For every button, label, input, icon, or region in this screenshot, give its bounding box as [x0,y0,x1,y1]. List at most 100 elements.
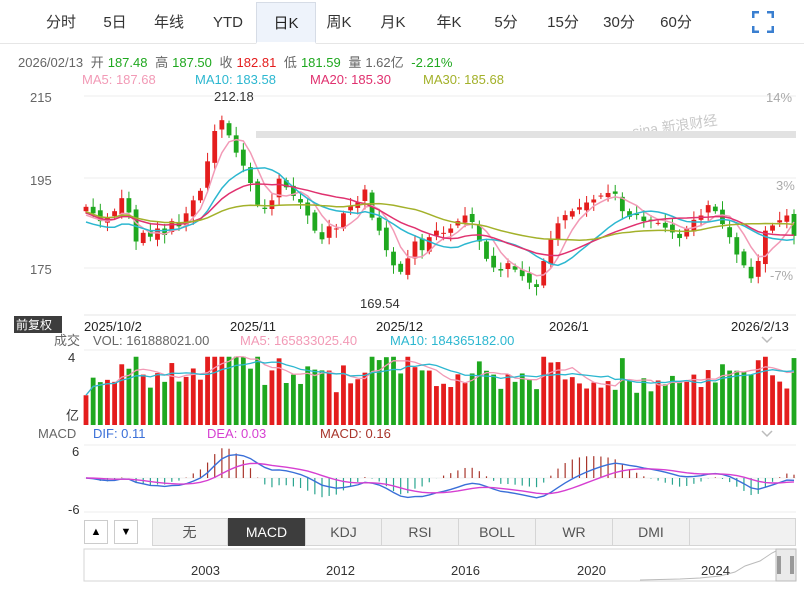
volume-bar [133,356,139,425]
indicator-3[interactable]: RSI [382,518,459,546]
ma5-legend: MA5: 187.68 [82,72,156,87]
volume-bar [97,382,103,425]
tab-10[interactable]: 30分 [603,14,635,31]
candle [526,273,532,283]
change-value: -2.21% [411,55,453,70]
volume-bar [126,368,132,425]
candle [534,284,539,287]
overview-label-2003: 2003 [191,563,220,578]
close-label: 收 [219,55,233,70]
volume-ma5-line [85,356,795,396]
candle [269,200,275,209]
candle [140,232,146,244]
candle [133,209,139,242]
volume-bar [548,362,554,425]
candle [355,202,361,208]
volume-bar [162,381,168,425]
ma-lines-group [85,138,795,277]
volume-bar [677,380,682,425]
macd-value: MACD: 0.16 [320,426,391,441]
overview-selection[interactable] [775,548,797,582]
candle [455,221,461,226]
overview-handle-right[interactable] [790,556,794,574]
candle [362,189,368,201]
tab-2[interactable]: 年线 [153,14,184,31]
period-tabs: 分时 5日 年线 YTD 日K 周K 月K 年K 5分 15分 30分 60分 [0,0,804,44]
candle [555,223,561,240]
volume-bar [791,358,797,425]
tab-5[interactable]: 周K [326,14,352,31]
volume-bar [591,382,597,425]
volume-bar [712,382,718,425]
volume-bar [183,376,189,425]
candle [333,228,339,230]
candle [90,206,96,214]
low-label: 低 [283,55,297,70]
tab-11[interactable]: 60分 [660,14,692,31]
volume-bar [348,383,354,425]
candle [691,219,697,232]
overview-navigator[interactable] [83,548,797,582]
scroll-up-arrow[interactable]: ▲ [84,520,108,544]
tab-9[interactable]: 15分 [547,14,579,31]
volume-bar [634,392,640,425]
volume-y-top: 4 [68,350,75,365]
watermark: sina 新浪财经 [631,112,718,140]
candle [662,222,668,228]
tab-4[interactable]: 日K [256,2,316,44]
pct-tick-14: 14% [766,90,792,105]
indicator-6[interactable]: DMI [613,518,690,546]
indicator-1[interactable]: MACD [228,518,306,546]
volume-bar [391,356,396,425]
low-value: 181.59 [300,55,341,70]
overview-label-2016: 2016 [451,563,480,578]
overview-handle-left[interactable] [777,556,781,574]
tab-6[interactable]: 月K [380,14,406,31]
candle [741,251,747,266]
candle [198,190,203,201]
candle [348,206,354,211]
tab-7[interactable]: 年K [436,14,462,31]
indicator-2[interactable]: KDJ [306,518,382,546]
volume-bar [212,356,218,425]
tab-0[interactable]: 分时 [45,14,76,31]
candle [670,224,675,233]
overview-label-2024: 2024 [701,563,730,578]
indicator-5[interactable]: WR [536,518,613,546]
volume-bar [605,381,611,425]
candle [777,220,783,223]
candle [205,161,210,188]
overview-line [639,548,781,581]
indicator-0[interactable]: 无 [152,518,228,546]
overview-label-2012: 2012 [326,563,355,578]
candle [577,207,582,210]
volume-bar [619,358,625,425]
volume-bar [355,379,361,425]
macd-y-top: 6 [72,444,79,459]
adjust-badge[interactable] [14,316,62,333]
fullscreen-icon[interactable] [752,11,774,33]
volume-bar [240,356,246,425]
candle [770,225,775,231]
candle [383,227,389,251]
volume-bar [341,365,346,425]
macd-dif: DIF: 0.11 [93,426,146,441]
candle [727,227,733,238]
volume-bar [283,383,289,425]
chevron-down-icon[interactable] [761,336,773,344]
volume-unit: 亿 [66,408,79,423]
candle [212,131,218,163]
candle [176,222,182,227]
indicator-4[interactable]: BOLL [459,518,536,546]
candle [183,213,189,225]
pct-tick-minus7: -7% [770,268,794,283]
candle [105,217,110,223]
tab-1[interactable]: 5日 [103,14,127,31]
candle [155,228,160,240]
scroll-down-arrow[interactable]: ▼ [114,520,138,544]
tab-8[interactable]: 5分 [494,14,518,31]
x-label-5: 2026/2/13 [731,319,789,334]
tab-3[interactable]: YTD [213,14,243,31]
volume-bar [262,384,268,425]
chevron-down-icon[interactable] [761,430,773,438]
